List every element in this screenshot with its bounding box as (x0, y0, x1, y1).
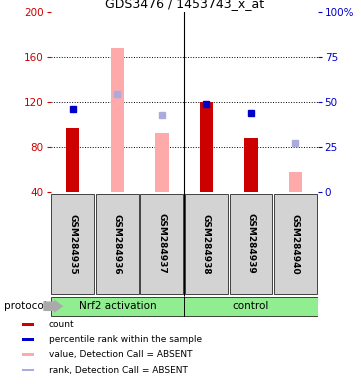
Bar (274, 194, 317, 294)
Bar (110, 48, 124, 192)
Bar (184, 297, 318, 316)
Bar (289, 172, 302, 192)
Text: GSM284935: GSM284935 (68, 214, 77, 274)
Bar (22, 338, 34, 341)
Text: GSM284940: GSM284940 (291, 214, 300, 274)
Bar (140, 194, 183, 294)
Text: GSM284937: GSM284937 (157, 214, 166, 274)
Text: rank, Detection Call = ABSENT: rank, Detection Call = ABSENT (49, 366, 188, 374)
Bar (22, 369, 34, 371)
Title: GDS3476 / 1453743_x_at: GDS3476 / 1453743_x_at (105, 0, 264, 10)
Bar (244, 138, 258, 192)
Bar (230, 194, 272, 294)
Text: GSM284936: GSM284936 (113, 214, 122, 274)
Text: protocol: protocol (4, 301, 46, 311)
Bar (22, 323, 34, 326)
Bar (22, 353, 34, 356)
Bar (96, 194, 139, 294)
Bar (51, 194, 94, 294)
Text: Nrf2 activation: Nrf2 activation (78, 301, 156, 311)
Text: count: count (49, 320, 74, 329)
Bar (66, 128, 79, 192)
Text: value, Detection Call = ABSENT: value, Detection Call = ABSENT (49, 350, 192, 359)
Text: GSM284939: GSM284939 (247, 214, 255, 274)
Text: percentile rank within the sample: percentile rank within the sample (49, 335, 202, 344)
Text: control: control (233, 301, 269, 311)
Text: GSM284938: GSM284938 (202, 214, 211, 274)
Bar (200, 102, 213, 192)
Bar (185, 194, 228, 294)
Bar (51, 297, 184, 316)
Bar (155, 133, 169, 192)
